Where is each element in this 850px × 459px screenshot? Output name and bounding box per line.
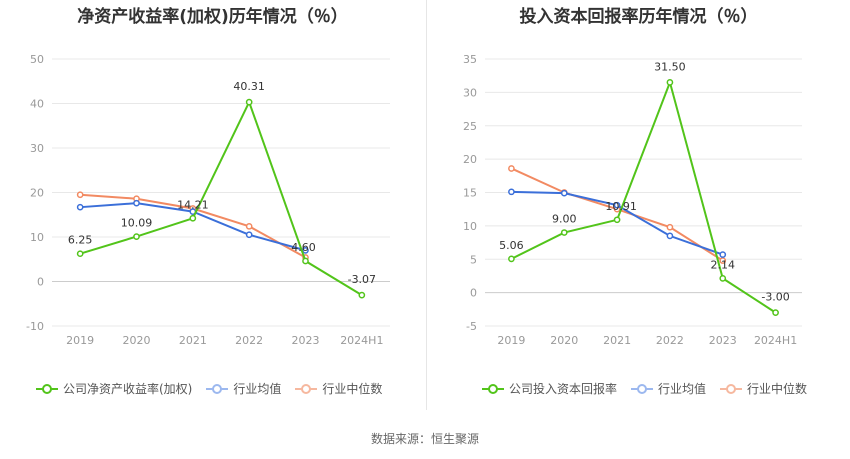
legend-roic: 公司投入资本回报率 行业均值 行业中位数 [482, 380, 821, 397]
legend-swatch-company [482, 383, 504, 394]
data-label: 40.31 [233, 80, 265, 93]
chart-panel-1: -5 0 5 10 15 20 25 30 35 2019 2020 2021 2022 2023 2024… [463, 53, 802, 347]
data-point-avg [613, 201, 621, 209]
y-tick-label: 20 [30, 187, 44, 200]
y-tick-label: 20 [463, 153, 477, 166]
data-point-company [189, 214, 197, 222]
legend-item-avg[interactable]: 行业均值 [206, 380, 281, 397]
x-tick-label: 2024H1 [340, 334, 383, 347]
x-tick-label: 2020 [123, 334, 151, 347]
data-point-avg [560, 189, 568, 197]
y-tick-label: 0 [470, 287, 477, 300]
chart-title-roe: 净资产收益率(加权)历年情况（％） [77, 7, 348, 27]
y-tick-label: 0 [37, 276, 44, 289]
data-source-note: 数据来源：恒生聚源 [370, 432, 479, 446]
x-tick-label: 2022 [235, 334, 263, 347]
legend-label-avg: 行业均值 [233, 382, 282, 396]
data-point-avg [508, 188, 515, 196]
data-label: -3.07 [348, 273, 376, 286]
data-point-company [358, 291, 366, 299]
data-label: 10.09 [121, 217, 153, 230]
data-point-median [245, 222, 253, 230]
legend-label-company: 公司净资产收益率(加权) [63, 382, 193, 396]
y-tick-label: 5 [470, 253, 477, 266]
y-tick-label: -10 [26, 320, 44, 333]
legend-roe: 公司净资产收益率(加权) 行业均值 行业中位数 [36, 380, 396, 397]
legend-label-median: 行业中位数 [322, 382, 383, 396]
x-tick-label: 2019 [66, 334, 94, 347]
series-line-company [79, 99, 363, 297]
data-label: 10.91 [605, 200, 637, 213]
x-tick-label: 2019 [497, 334, 525, 347]
legend-label-company: 公司投入资本回报率 [509, 382, 618, 396]
data-point-avg [666, 232, 674, 240]
data-point-company [76, 250, 84, 258]
legend-swatch-company [36, 383, 58, 394]
data-point-avg [245, 231, 253, 239]
x-tick-label: 2023 [709, 334, 737, 347]
legend-item-company[interactable]: 公司净资产收益率(加权) [36, 380, 192, 397]
data-label: 14.21 [177, 198, 209, 211]
x-tick-label: 2021 [179, 334, 207, 347]
data-point-company [666, 79, 674, 86]
chart-title-roic: 投入资本回报率历年情况（％） [519, 7, 758, 27]
data-label: 4.60 [291, 241, 316, 254]
chart-panel-0: -10 0 10 20 30 40 50 2019 2020 2021 2022 2023 2024H1… [26, 53, 390, 347]
data-label: 31.50 [654, 60, 686, 73]
data-point-company [245, 98, 253, 106]
series-line-median [511, 167, 724, 262]
y-tick-label: 10 [30, 231, 44, 244]
data-point-median [719, 257, 727, 264]
legend-label-avg: 行业均值 [658, 382, 707, 396]
legend-item-avg[interactable]: 行业均值 [631, 380, 706, 397]
data-point-avg [719, 251, 727, 258]
legend-item-median[interactable]: 行业中位数 [295, 380, 382, 397]
data-point-company [508, 255, 515, 263]
x-tick-label: 2022 [656, 334, 684, 347]
y-tick-label: 15 [463, 187, 477, 200]
data-point-avg [133, 199, 140, 207]
legend-label-median: 行业中位数 [747, 382, 808, 396]
legend-swatch-avg [206, 383, 229, 394]
data-label: 5.06 [499, 239, 524, 252]
data-point-company [560, 229, 568, 236]
y-tick-label: 40 [30, 98, 44, 111]
data-label: 6.25 [68, 234, 93, 247]
data-point-median [666, 223, 674, 231]
panel-divider [426, 0, 427, 410]
y-tick-label: 30 [463, 86, 477, 99]
x-tick-label: 2024H1 [754, 334, 797, 347]
data-point-company [613, 216, 621, 224]
data-label: -3.00 [761, 291, 789, 304]
legend-swatch-avg [631, 383, 654, 394]
data-point-median [76, 191, 84, 199]
data-point-company [302, 257, 309, 265]
data-point-company [772, 309, 779, 316]
data-point-median [508, 165, 515, 172]
y-tick-label: 35 [463, 53, 477, 66]
y-tick-label: -5 [466, 320, 477, 333]
y-tick-label: 10 [463, 220, 477, 233]
y-tick-label: 30 [30, 142, 44, 155]
y-tick-label: 50 [30, 53, 44, 66]
legend-item-company[interactable]: 公司投入资本回报率 [482, 380, 617, 397]
x-tick-label: 2020 [550, 334, 578, 347]
data-point-avg [76, 203, 84, 211]
series-line-company [510, 79, 777, 314]
legend-item-median[interactable]: 行业中位数 [720, 380, 807, 397]
legend-swatch-median [720, 383, 743, 394]
legend-swatch-median [295, 383, 318, 394]
y-tick-label: 25 [463, 120, 477, 133]
x-tick-label: 2023 [292, 334, 320, 347]
data-point-company [719, 274, 727, 282]
data-label: 9.00 [552, 213, 577, 226]
x-tick-label: 2021 [603, 334, 631, 347]
data-label: 2.14 [711, 258, 736, 271]
data-point-company [133, 233, 140, 240]
data-point-avg [302, 247, 309, 254]
